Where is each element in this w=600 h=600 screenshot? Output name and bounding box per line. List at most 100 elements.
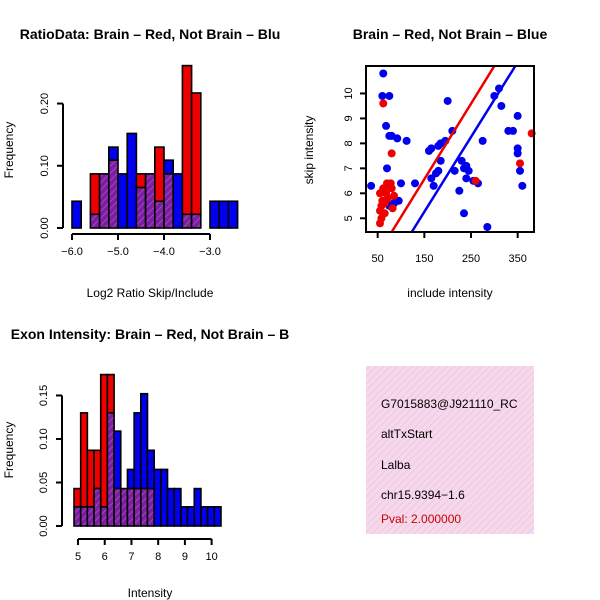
overlap-bar-8 [144,173,156,229]
not-brain-point-47 [518,181,527,190]
brain-point-18 [516,159,524,168]
scatter-y-tick-label-4: 9 [343,115,355,121]
brain-bar-6 [106,373,115,414]
not-brain-fit-line [410,66,517,232]
brain-bar-13 [190,92,202,216]
not-brain-bar-20 [200,506,209,527]
scatter-plot: 50 150 250 350 5 6 7 8 9 10 [343,65,536,265]
not-brain-point-34 [462,161,471,170]
brain-point-12 [380,199,389,208]
overlap-bar-3 [86,506,95,527]
not-brain-bar-4 [108,146,119,161]
exon-histogram-bars [73,373,222,527]
scatter-y-tick-label-1: 6 [343,190,355,196]
info-location: chr15.9394−1.6 [381,488,465,502]
not-brain-bar-21 [206,506,216,527]
not-brain-point-6 [393,134,402,143]
x-tick-label-0: −6.0 [61,246,83,258]
x-tick-label-1: −5.0 [107,246,129,258]
not-brain-bar-0 [71,200,82,229]
overlap-bar-4 [93,487,102,527]
scatter-frame [365,65,535,233]
info-probe-id: G7015883@J921110_RC [381,397,518,411]
overlap-bar-6 [106,412,115,527]
not-brain-point-22 [436,156,445,165]
not-brain-point-10 [397,179,405,188]
not-brain-bar-10 [163,159,174,175]
not-brain-bar-15 [209,200,220,229]
not-brain-bar-18 [186,506,196,527]
not-brain-point-48 [483,223,492,232]
ratio-histogram-bars [71,64,239,229]
exon-histogram-xlabel: Intensity [128,586,173,600]
not-brain-bar-6 [126,132,138,229]
info-gene: Lalba [381,458,411,472]
not-brain-bar-11 [172,173,184,229]
scatter-x-tick-label-3: 350 [508,253,526,265]
x-tick-label-0: 5 [75,551,81,563]
not-brain-bar-17 [180,506,189,527]
overlap-bar-9 [126,487,135,527]
y-tick-label-3: 0.15 [38,385,50,406]
brain-bar-4 [93,449,102,490]
x-tick-label-3: −3.0 [199,246,221,258]
not-brain-point-28 [455,186,464,195]
overlap-bar-4 [108,159,119,229]
brain-point-20 [380,209,389,218]
not-brain-bar-7 [113,430,122,490]
brain-fit-line [390,66,496,232]
not-brain-point-8 [367,181,376,190]
not-brain-bar-13 [153,468,162,527]
overlap-bar-3 [98,173,110,229]
exon-histogram-axes: 5 6 7 8 9 10 0.00 0.05 0.10 0.15 [38,385,218,563]
intensity-scatter-panel: Brain – Red, Not Brain – Blue 50 150 250 35… [302,26,547,300]
info-pval: Pval: 2.000000 [381,512,461,526]
overlap-bar-13 [190,213,202,229]
brain-bar-2 [89,173,101,216]
not-brain-point-2 [385,91,394,100]
overlap-bar-12 [181,213,193,229]
overlap-bar-1 [73,506,82,527]
not-brain-point-45 [513,149,522,158]
not-brain-point-29 [460,209,468,218]
not-brain-point-40 [497,101,506,110]
info-background [366,366,534,534]
not-brain-point-33 [457,156,466,165]
overlap-bar-12 [146,487,155,527]
not-brain-point-26 [434,166,443,175]
overlap-bar-2 [79,506,89,527]
not-brain-bar-12 [146,449,155,490]
brain-bar-5 [99,373,109,508]
scatter-xlabel: include intensity [407,286,492,300]
not-brain-point-9 [383,164,391,173]
x-tick-label-3: 8 [155,551,161,563]
scatter-title: Brain – Red, Not Brain – Blue [353,26,548,42]
not-brain-bar-19 [193,487,202,527]
not-brain-point-24 [427,174,436,183]
not-brain-bar-16 [173,487,182,527]
y-tick-label-2: 0.10 [38,428,50,449]
y-tick-label-0: 0.00 [38,515,50,536]
x-tick-label-4: 9 [182,551,188,563]
brain-bar-9 [154,146,165,203]
not-brain-point-27 [450,166,459,175]
brain-bar-2 [79,412,89,508]
ratio-histogram-ylabel: Frequency [2,122,16,179]
not-brain-bar-5 [117,173,128,229]
not-brain-point-21 [443,96,452,105]
exon-histogram-title: Exon Intensity: Brain – Red, Not Brain –… [11,326,290,342]
scatter-x-tick-label-2: 250 [462,253,480,265]
not-brain-point-16 [427,144,436,153]
not-brain-bar-17 [227,200,239,229]
exon-intensity-histogram-panel: Exon Intensity: Brain – Red, Not Brain –… [2,326,289,600]
not-brain-point-30 [462,174,471,183]
overlap-bar-2 [89,213,101,229]
not-brain-point-37 [478,136,487,145]
not-brain-point-7 [402,136,411,145]
overlap-bar-7 [113,487,122,527]
y-tick-label-0: 0.00 [39,217,51,238]
ratio-histogram-xlabel: Log2 Ratio Skip/Include [87,286,214,300]
not-brain-bar-16 [218,200,230,229]
x-tick-label-5: 10 [205,551,217,563]
not-brain-bar-22 [213,506,222,527]
